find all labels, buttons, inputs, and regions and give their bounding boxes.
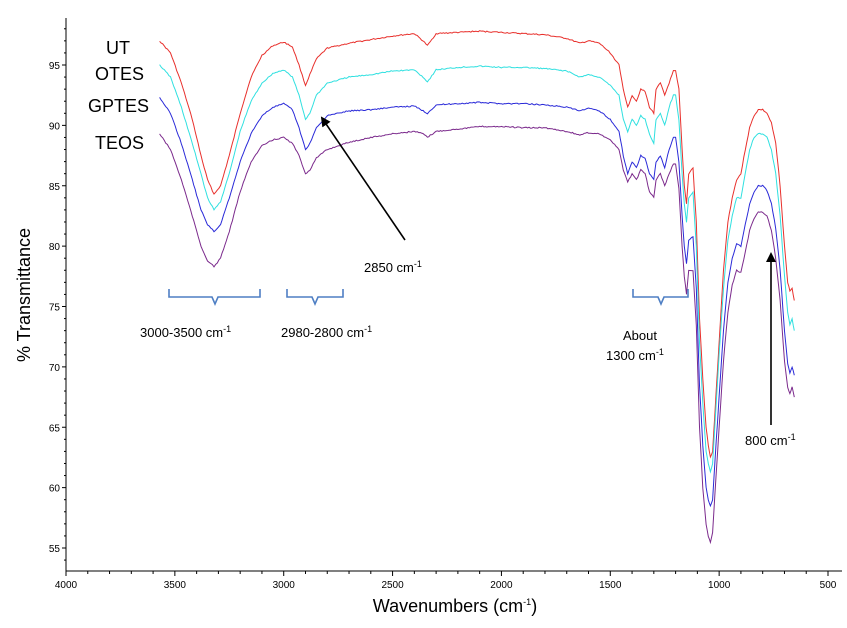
arrow-2850: [320, 116, 406, 241]
series-line-gptes: [159, 97, 795, 508]
bracket-2980-2800: [286, 289, 344, 307]
x-tick-label: 3500: [164, 580, 187, 591]
y-tick-label: 80: [49, 242, 61, 253]
x-tick-label: 1500: [599, 580, 622, 591]
y-tick-label: 75: [49, 303, 61, 314]
legend-label-otes: OTES: [95, 64, 144, 84]
y-tick-label: 95: [49, 61, 61, 72]
y-tick-label: 70: [49, 363, 61, 374]
series-group: [159, 30, 795, 545]
y-tick-label: 65: [49, 423, 61, 434]
y-tick-label: 85: [49, 182, 61, 193]
annotation-2980-2800: 2980-2800 cm-1: [281, 324, 372, 340]
y-tick-label: 60: [49, 484, 61, 495]
y-tick-label: 55: [49, 544, 61, 555]
series-line-teos: [159, 125, 795, 545]
annotation-800: 800 cm-1: [745, 432, 796, 448]
bracket-1300: [632, 289, 689, 307]
annotation-2850: 2850 cm-1: [364, 259, 422, 275]
legend-label-ut: UT: [106, 38, 130, 58]
x-tick-label: 2500: [381, 580, 404, 591]
y-tick-label: 90: [49, 121, 61, 132]
series-line-ut: [159, 30, 795, 459]
y-ticks: 55 60 65 70 75 80 85 90 95: [49, 28, 66, 561]
series-line-otes: [159, 64, 795, 474]
annotation-3000-3500: 3000-3500 cm-1: [140, 324, 231, 340]
x-ticks: 4000 3500 3000 2500 2000 1500 1000 500: [55, 571, 837, 591]
bracket-3000-3500: [168, 289, 261, 307]
x-tick-label: 1000: [708, 580, 731, 591]
annotation-1300-line2: 1300 cm-1: [606, 347, 664, 363]
x-tick-label: 3000: [273, 580, 296, 591]
legend-label-gptes: GPTES: [88, 96, 149, 116]
x-tick-label: 2000: [490, 580, 513, 591]
annotation-1300-line1: About: [623, 328, 657, 343]
x-tick-label: 500: [820, 580, 837, 591]
y-axis-title: % Transmittance: [14, 228, 34, 362]
x-axis-title: Wavenumbers (cm-1): [373, 596, 537, 616]
x-tick-label: 4000: [55, 580, 78, 591]
legend-label-teos: TEOS: [95, 133, 144, 153]
